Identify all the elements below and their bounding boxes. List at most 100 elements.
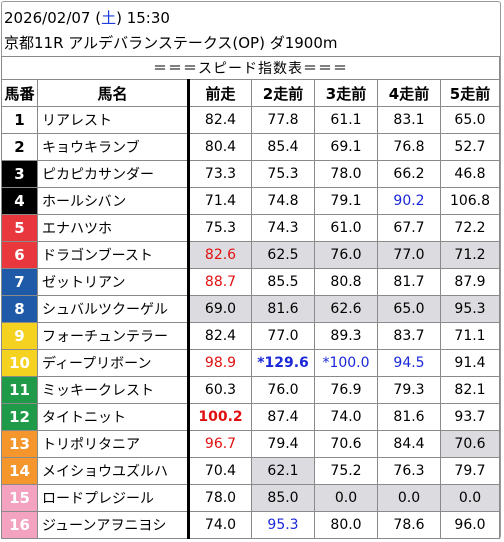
speed-index-cell: 69.0 [188, 295, 252, 323]
horse-name: ジューンアヲニヨシ [37, 511, 190, 539]
col-header-number: 馬番 [1, 79, 38, 107]
speed-index-cell: 76.0 [251, 376, 315, 404]
table-row: 10 ディープリボーン 98.9 *129.6 *100.0 94.5 91.4 [1, 349, 500, 377]
speed-index-cell: 70.4 [188, 457, 252, 485]
speed-index-cell: 74.3 [251, 214, 315, 242]
speed-index-cell: 69.1 [314, 133, 378, 161]
horse-number: 2 [1, 133, 38, 161]
horse-name: フォーチュンテラー [37, 322, 190, 350]
speed-index-cell: 82.4 [188, 106, 252, 134]
horse-number: 3 [1, 160, 38, 188]
speed-index-cell: 106.8 [440, 187, 500, 215]
horse-name: ミッキークレスト [37, 376, 190, 404]
horse-number: 9 [1, 322, 38, 350]
speed-index-cell: 75.2 [314, 457, 378, 485]
speed-index-cell: 66.2 [377, 160, 441, 188]
speed-index-cell: 77.8 [251, 106, 315, 134]
race-time: ) 15:30 [116, 9, 170, 27]
speed-index-cell: 60.3 [188, 376, 252, 404]
horse-name: トリポリタニア [37, 430, 190, 458]
speed-index-cell: 0.0 [440, 484, 500, 512]
speed-index-cell: 62.6 [314, 295, 378, 323]
speed-index-cell: 81.6 [377, 403, 441, 431]
table-row: 13 トリポリタニア 96.7 79.4 70.6 84.4 70.6 [1, 430, 500, 458]
speed-index-cell: *100.0 [314, 349, 378, 377]
speed-index-cell: *129.6 [251, 349, 315, 377]
speed-index-cell: 80.4 [188, 133, 252, 161]
horse-number: 10 [1, 349, 38, 377]
speed-index-cell: 82.4 [188, 322, 252, 350]
horse-number: 6 [1, 241, 38, 269]
table-row: 6 ドラゴンブースト 82.6 62.5 76.0 77.0 71.2 [1, 241, 500, 269]
speed-index-cell: 96.7 [188, 430, 252, 458]
speed-index-cell: 98.9 [188, 349, 252, 377]
horse-name: シュバルツクーゲル [37, 295, 190, 323]
table-row: 11 ミッキークレスト 60.3 76.0 76.9 79.3 82.1 [1, 376, 500, 404]
speed-index-cell: 76.9 [314, 376, 378, 404]
table-title: ＝＝＝スピード指数表＝＝＝ [1, 56, 500, 80]
speed-index-cell: 88.7 [188, 268, 252, 296]
speed-index-cell: 75.3 [188, 214, 252, 242]
horse-number: 7 [1, 268, 38, 296]
speed-index-cell: 76.8 [377, 133, 441, 161]
table-row: 3 ピカピカサンダー 73.3 75.3 78.0 66.2 46.8 [1, 160, 500, 188]
speed-index-cell: 83.7 [377, 322, 441, 350]
speed-index-cell: 76.3 [377, 457, 441, 485]
table-row: 1 リアレスト 82.4 77.8 61.1 83.1 65.0 [1, 106, 500, 134]
speed-index-cell: 83.1 [377, 106, 441, 134]
speed-index-cell: 72.2 [440, 214, 500, 242]
horse-number: 12 [1, 403, 38, 431]
speed-index-cell: 75.3 [251, 160, 315, 188]
speed-index-cell: 67.7 [377, 214, 441, 242]
table-row: 7 ゼットリアン 88.7 85.5 80.8 81.7 87.9 [1, 268, 500, 296]
horse-name: ドラゴンブースト [37, 241, 190, 269]
table-row: 16 ジューンアヲニヨシ 74.0 95.3 80.0 78.6 96.0 [1, 511, 500, 539]
speed-index-cell: 81.7 [377, 268, 441, 296]
race-day: 土 [101, 9, 117, 27]
speed-index-cell: 70.6 [440, 430, 500, 458]
horse-number: 5 [1, 214, 38, 242]
speed-index-cell: 74.0 [188, 511, 252, 539]
speed-index-cell: 79.7 [440, 457, 500, 485]
horse-name: エナハツホ [37, 214, 190, 242]
table-row: 4 ホールシバン 71.4 74.8 79.1 90.2 106.8 [1, 187, 500, 215]
speed-index-cell: 96.0 [440, 511, 500, 539]
speed-index-cell: 87.9 [440, 268, 500, 296]
table-row: 14 メイショウユズルハ 70.4 62.1 75.2 76.3 79.7 [1, 457, 500, 485]
speed-index-cell: 76.0 [314, 241, 378, 269]
horse-name: リアレスト [37, 106, 190, 134]
speed-index-cell: 90.2 [377, 187, 441, 215]
speed-index-cell: 84.4 [377, 430, 441, 458]
race-date: 2026/02/07 ( [4, 9, 102, 27]
horse-number: 15 [1, 484, 38, 512]
horse-number: 8 [1, 295, 38, 323]
table-row: 15 ロードプレジール 78.0 85.0 0.0 0.0 0.0 [1, 484, 500, 512]
horse-name: ロードプレジール [37, 484, 190, 512]
speed-index-cell: 62.1 [251, 457, 315, 485]
speed-index-cell: 85.0 [251, 484, 315, 512]
race-name: 京都11R アルデバランステークス(OP) ダ1900m [4, 34, 338, 52]
speed-index-cell: 61.0 [314, 214, 378, 242]
col-header-last: 前走 [188, 79, 252, 107]
horse-number: 4 [1, 187, 38, 215]
speed-index-table: ＝＝＝スピード指数表＝＝＝ 馬番 馬名 前走 2走前 3走前 4走前 5走前 1 リアレスト 8… [1, 56, 500, 539]
speed-index-cell: 79.1 [314, 187, 378, 215]
speed-index-cell: 71.4 [188, 187, 252, 215]
horse-name: タイトニット [37, 403, 190, 431]
speed-index-cell: 77.0 [251, 322, 315, 350]
col-header-name: 馬名 [37, 79, 190, 107]
speed-index-cell: 62.5 [251, 241, 315, 269]
speed-index-cell: 80.0 [314, 511, 378, 539]
speed-index-cell: 89.3 [314, 322, 378, 350]
horse-name: ピカピカサンダー [37, 160, 190, 188]
speed-index-cell: 52.7 [440, 133, 500, 161]
speed-index-cell: 95.3 [440, 295, 500, 323]
speed-index-cell: 94.5 [377, 349, 441, 377]
horse-number: 14 [1, 457, 38, 485]
speed-index-cell: 65.0 [377, 295, 441, 323]
horse-number: 13 [1, 430, 38, 458]
table-row: 2 キョウキランブ 80.4 85.4 69.1 76.8 52.7 [1, 133, 500, 161]
speed-index-cell: 95.3 [251, 511, 315, 539]
speed-index-cell: 46.8 [440, 160, 500, 188]
speed-index-cell: 77.0 [377, 241, 441, 269]
